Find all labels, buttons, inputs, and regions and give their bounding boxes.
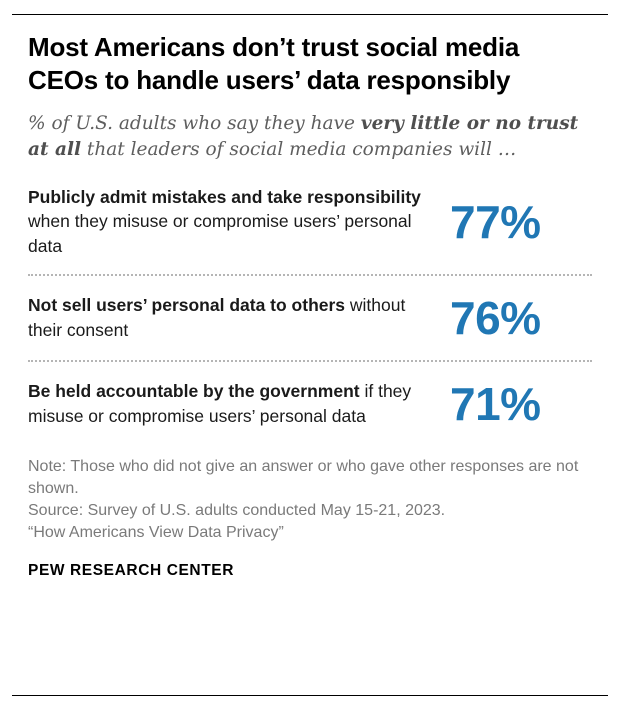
footnotes: Note: Those who did not give an answer o…: [28, 456, 592, 544]
stat-label-bold: Publicly admit mistakes and take respons…: [28, 186, 421, 207]
source-text: Source: Survey of U.S. adults conducted …: [28, 502, 446, 520]
note-text: Note: Those who did not give an answer o…: [28, 458, 579, 498]
stat-label-bold: Be held accountable by the government: [28, 381, 360, 402]
chart-title: Most Americans don’t trust social media …: [28, 32, 520, 96]
stat-label-rest: when they misuse or compromise users’ pe…: [28, 211, 412, 257]
stat-label-rest: without their consent: [28, 295, 406, 341]
stat-label-rest: if they misuse or compromise users’ pers…: [28, 381, 412, 427]
stat-row: Publicly admit mistakes and take respons…: [28, 170, 592, 275]
subtitle-post: that leaders of social media companies w…: [81, 139, 517, 161]
brand-wordmark: PEW RESEARCH CENTER: [28, 562, 235, 580]
chart-subtitle: % of U.S. adults who say they have very …: [28, 111, 592, 164]
report-title-text: “How Americans View Data Privacy”: [28, 524, 284, 542]
subtitle-pre: % of U.S. adults who say they have: [28, 113, 361, 135]
stat-value: 76%: [450, 292, 541, 345]
bottom-rule: [12, 695, 608, 696]
stat-value: 71%: [450, 378, 541, 431]
stat-rows: Publicly admit mistakes and take respons…: [28, 170, 592, 447]
stat-label: Publicly admit mistakes and take respons…: [28, 185, 423, 260]
stat-value: 77%: [450, 195, 541, 248]
chart-content: Most Americans don’t trust social media …: [12, 31, 608, 580]
subtitle-emphasis: very little or no trust at all: [28, 113, 579, 161]
stat-label-bold: Not sell users’ personal data to others: [28, 295, 346, 316]
stat-label: Not sell users’ personal data to others …: [28, 293, 423, 343]
stat-label: Be held accountable by the government if…: [28, 379, 423, 429]
stat-row: Not sell users’ personal data to others …: [28, 274, 592, 360]
top-rule: [12, 14, 608, 15]
stat-row: Be held accountable by the government if…: [28, 360, 592, 446]
